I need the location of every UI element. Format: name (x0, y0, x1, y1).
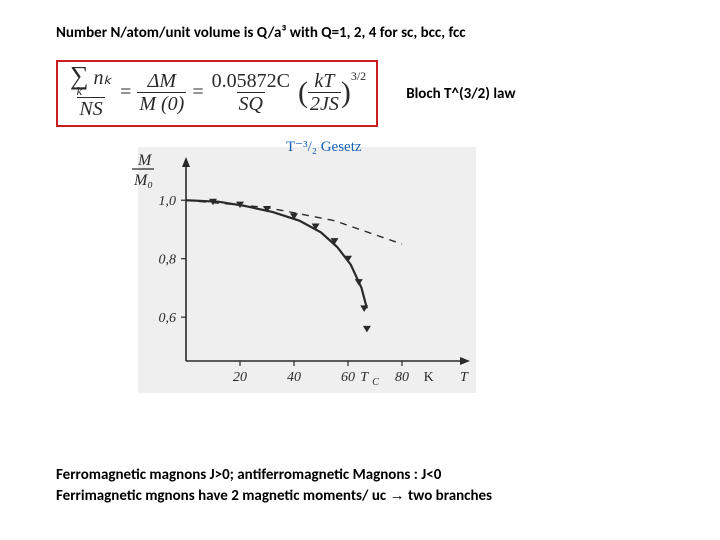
sigma-icon: ∑ k (70, 66, 89, 96)
svg-text:80: 80 (395, 370, 409, 385)
formula-nk: nₖ (94, 67, 113, 89)
formula-rhs-coeff: 0.05872C SQ (210, 71, 292, 114)
footer-line-2: Ferrimagnetic mgnons have 2 magnetic mom… (56, 486, 492, 507)
equals-1: = (120, 81, 131, 104)
magnetization-graph: MM₀0,60,81,020406080TCKT (116, 141, 476, 401)
formula-row: ∑ k nₖ NS = ΔM M (0) = 0.05872C SQ ( kT … (56, 60, 664, 127)
formula-box: ∑ k nₖ NS = ΔM M (0) = 0.05872C SQ ( kT … (56, 60, 378, 127)
formula-paren-term: ( kT 2JS ) 3/2 (298, 71, 366, 114)
handwritten-annotation: T⁻³/₂ Gesetz (286, 137, 362, 156)
svg-text:0,8: 0,8 (159, 253, 177, 268)
svg-text:60: 60 (341, 370, 355, 385)
svg-text:M₀: M₀ (133, 172, 153, 189)
svg-text:K: K (424, 370, 434, 385)
svg-text:20: 20 (233, 370, 247, 385)
graph-region: T⁻³/₂ Gesetz MM₀0,60,81,020406080TCKT (116, 141, 476, 401)
heading-text: Number N/atom/unit volume is Q/a³ with Q… (56, 24, 664, 42)
footer-line-1: Ferromagnetic magnons J>0; antiferromagn… (56, 466, 492, 486)
formula-exponent: 3/2 (351, 69, 366, 84)
formula-mid-frac: ΔM M (0) (137, 71, 186, 114)
svg-text:40: 40 (287, 370, 301, 385)
equals-2: = (192, 81, 203, 104)
svg-text:0,6: 0,6 (159, 312, 177, 327)
svg-text:T: T (460, 370, 469, 385)
formula-lhs-den: NS (77, 97, 104, 119)
svg-text:1,0: 1,0 (159, 195, 177, 210)
footer-text: Ferromagnetic magnons J>0; antiferromagn… (56, 466, 492, 506)
svg-text:C: C (372, 377, 379, 388)
formula-lhs-frac: ∑ k nₖ NS (68, 66, 114, 119)
svg-text:T: T (360, 370, 369, 385)
svg-text:M: M (137, 152, 153, 169)
bloch-law-label: Bloch T^(3/2) law (406, 85, 515, 103)
arrow-icon: → (390, 487, 405, 504)
